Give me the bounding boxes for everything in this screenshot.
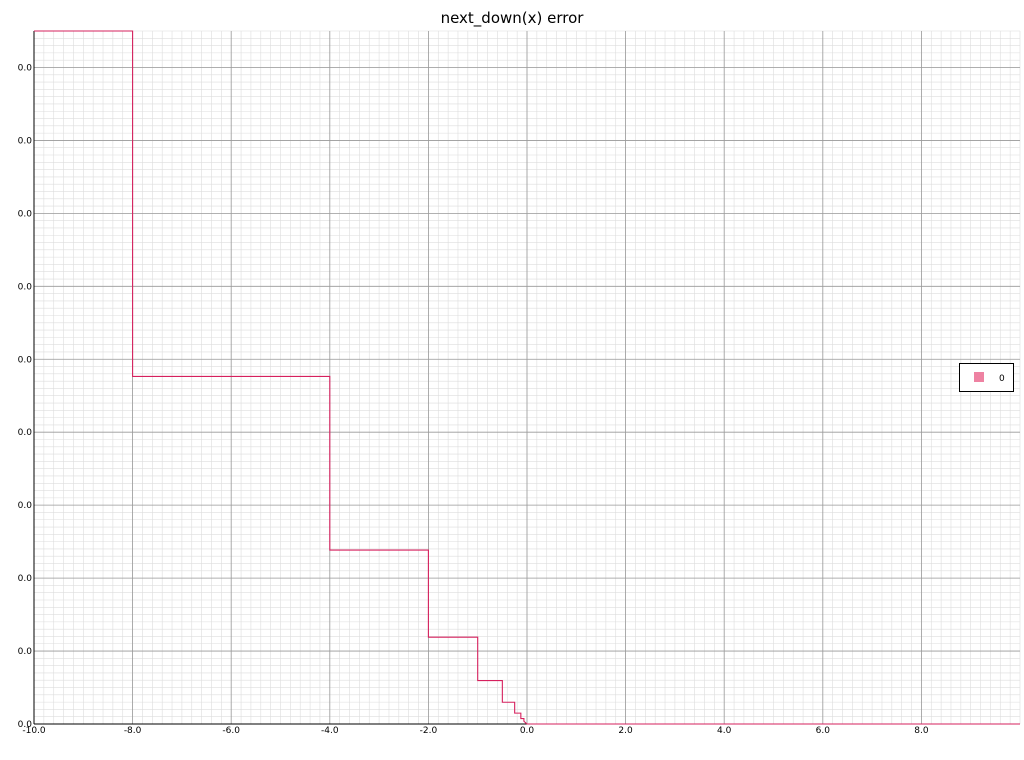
x-tick-label: 8.0 [914,726,929,736]
y-tick-label: 0.0 [18,136,33,146]
plot-series [34,30,1020,725]
x-tick-label: -10.0 [22,726,46,736]
legend-swatch [974,372,984,382]
y-tick-label: 0.0 [18,63,33,73]
legend: 0 [959,363,1014,392]
y-tick-label: 0.0 [18,428,33,438]
y-tick-label: 0.0 [18,501,33,511]
chart-title: next_down(x) error [441,9,585,28]
y-tick-label: 0.0 [18,282,33,292]
x-tick-label: -8.0 [124,726,142,736]
x-tick-label: 4.0 [717,726,732,736]
x-tick-label: 2.0 [618,726,633,736]
y-tick-label: 0.0 [18,209,33,219]
y-tick-label: 0.0 [18,355,33,365]
x-tick-label: -6.0 [222,726,240,736]
series-line-0 [34,30,1020,725]
y-tick-label: 0.0 [18,574,33,584]
x-tick-label: -4.0 [321,726,339,736]
tick-labels: -10.0 -8.0 -6.0 -4.0 -2.0 0.0 2.0 4.0 6.0 8.0 0.0 0… [18,63,929,736]
y-tick-label: 0.0 [18,647,33,657]
legend-box [959,363,1014,392]
x-tick-label: 0.0 [520,726,535,736]
legend-label: 0 [999,374,1005,384]
y-tick-label: 0.0 [18,720,33,730]
x-tick-label: 6.0 [816,726,831,736]
x-tick-label: -2.0 [420,726,438,736]
